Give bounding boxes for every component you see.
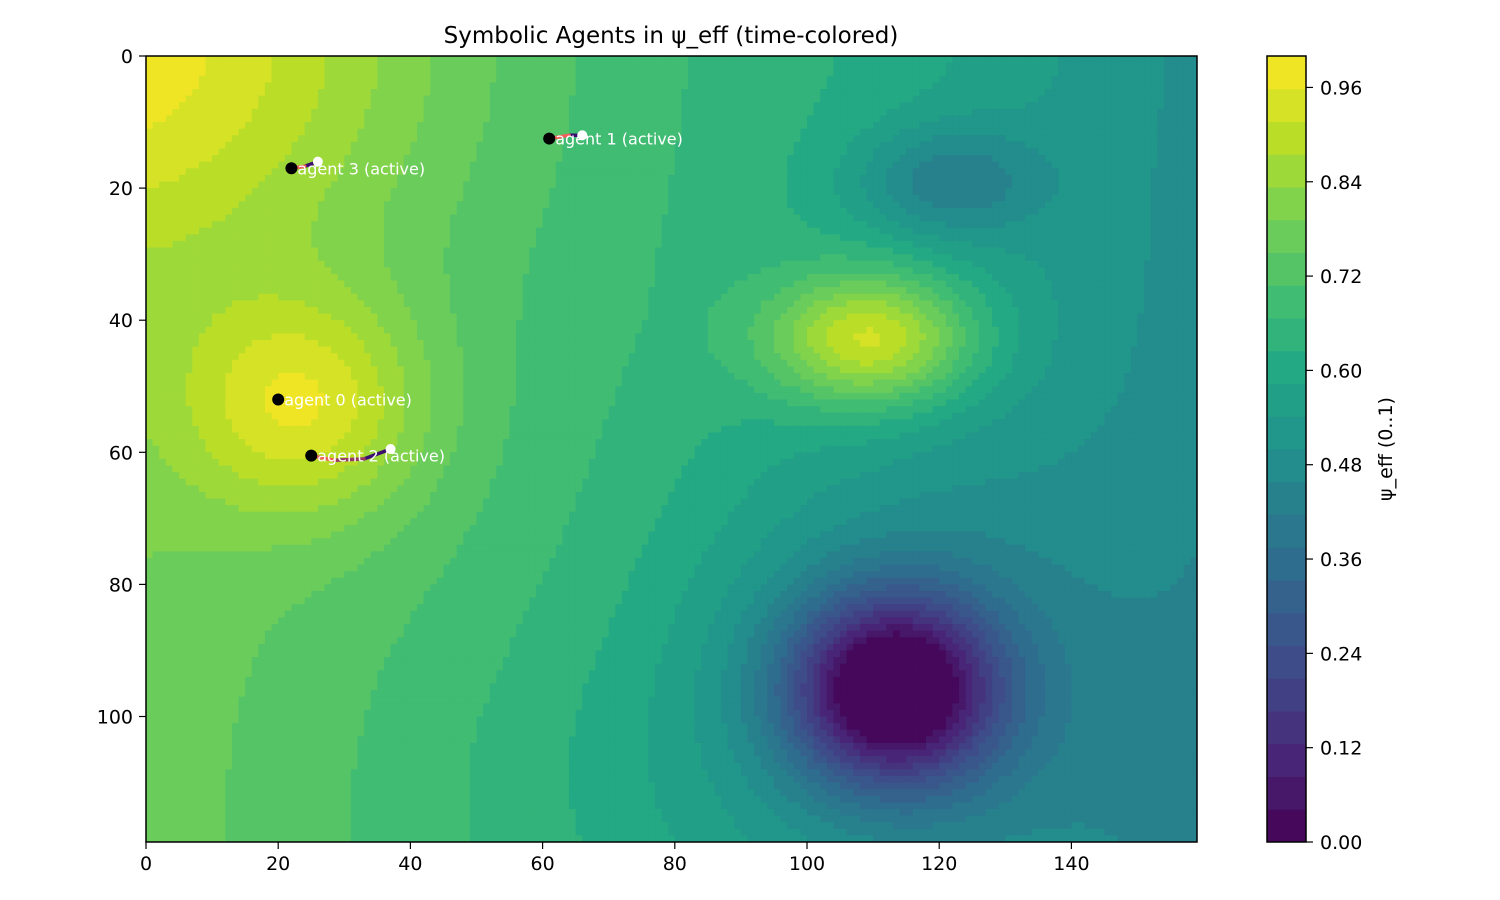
- x-tick-label: 100: [789, 853, 825, 875]
- y-tick-label: 20: [109, 178, 133, 200]
- x-tick-label: 120: [921, 853, 957, 875]
- x-tick-label: 20: [266, 853, 290, 875]
- colorbar-tick-label: 0.48: [1320, 455, 1362, 477]
- agent-label: agent 0 (active): [284, 390, 412, 409]
- agent-start-marker: [577, 130, 588, 141]
- plot-frame: [145, 55, 1198, 843]
- chart-title: Symbolic Agents in ψ_eff (time-colored): [444, 23, 899, 49]
- agent-start-marker: [385, 444, 396, 454]
- agent-current-marker: [272, 393, 285, 406]
- x-tick-label: 40: [398, 853, 422, 875]
- colorbar-tick-label: 0.84: [1320, 172, 1362, 194]
- y-tick-label: 100: [97, 707, 133, 729]
- x-tick-label: 0: [140, 853, 152, 875]
- colorbar-label: ψ_eff (0..1): [1375, 397, 1397, 501]
- agent-markers: agent 0 (active) agent 1 (active) agent 2 …: [272, 130, 683, 466]
- colorbar-ticks: 0.00 0.12 0.24 0.36 0.48 0.60 0.72 0.84 0.96: [1306, 77, 1362, 854]
- x-tick-label: 140: [1053, 853, 1089, 875]
- y-tick-label: 60: [109, 442, 133, 464]
- colorbar-tick-label: 0.36: [1320, 549, 1362, 571]
- colorbar-tick-label: 0.96: [1320, 77, 1362, 99]
- x-tick-label: 60: [531, 853, 555, 875]
- y-tick-label: 0: [121, 46, 133, 68]
- x-axis-ticks: 0 20 40 60 80 100 120 140: [140, 842, 1090, 875]
- agent-label: agent 1 (active): [555, 130, 683, 149]
- agent-start-marker: [312, 156, 323, 167]
- y-axis-ticks: 0 20 40 60 80 100: [97, 46, 146, 729]
- colorbar-tick-label: 0.60: [1320, 360, 1362, 382]
- y-tick-label: 80: [109, 574, 133, 596]
- colorbar-levels: [1267, 56, 1306, 843]
- agent-label: agent 3 (active): [297, 159, 425, 178]
- colorbar-tick-label: 0.72: [1320, 266, 1362, 288]
- y-tick-label: 40: [109, 310, 133, 332]
- colorbar-tick-label: 0.24: [1320, 643, 1362, 665]
- agent-trail-segment: [332, 457, 366, 462]
- agent-current-marker: [305, 449, 318, 462]
- colorbar-frame: [1266, 55, 1307, 843]
- agent-current-marker: [543, 132, 556, 145]
- psi-eff-field: [146, 56, 1197, 842]
- x-tick-label: 80: [663, 853, 687, 875]
- agent-current-marker: [285, 162, 298, 175]
- colorbar-tick-label: 0.12: [1320, 738, 1362, 760]
- agent-label: agent 2 (active): [317, 447, 445, 466]
- colorbar-tick-label: 0.00: [1320, 832, 1362, 854]
